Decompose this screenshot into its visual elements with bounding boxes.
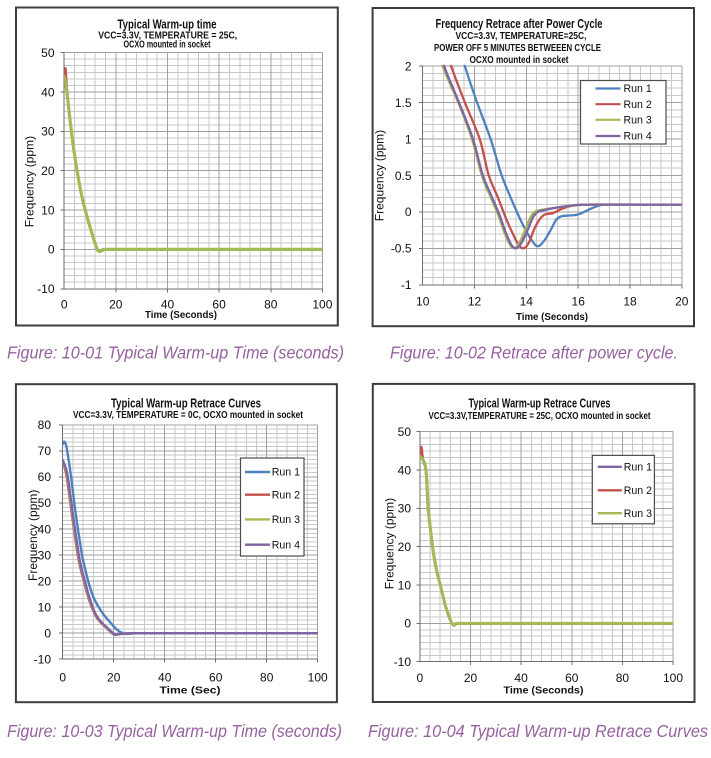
svg-text:20: 20 — [398, 540, 412, 554]
svg-text:Typical Warm-up Retrace Curve: Typical Warm-up Retrace Curves — [111, 397, 261, 411]
svg-text:80: 80 — [616, 671, 630, 685]
svg-text:Figure: 10-03 Typical Warm-up: Figure: 10-03 Typical Warm-up Time (seco… — [7, 721, 342, 741]
svg-text:Typical Warm-up Retrace Curves: Typical Warm-up Retrace Curves — [469, 397, 611, 411]
svg-text:40: 40 — [514, 671, 528, 685]
svg-text:20: 20 — [41, 164, 55, 178]
svg-text:10: 10 — [416, 295, 430, 309]
svg-text:Time (Seconds): Time (Seconds) — [504, 686, 584, 697]
svg-text:18: 18 — [623, 295, 637, 309]
svg-text:70: 70 — [38, 444, 52, 458]
svg-text:20: 20 — [107, 671, 121, 685]
svg-text:16: 16 — [572, 295, 586, 309]
svg-text:40: 40 — [38, 522, 52, 536]
svg-text:60: 60 — [38, 470, 52, 484]
svg-text:VCC=3.3V, TEMPERATURE=25C,: VCC=3.3V, TEMPERATURE=25C, — [456, 31, 587, 42]
svg-text:Frequency (ppm): Frequency (ppm) — [373, 130, 387, 221]
svg-text:40: 40 — [158, 671, 172, 685]
svg-text:12: 12 — [468, 295, 482, 309]
svg-text:-10: -10 — [37, 282, 55, 296]
svg-text:40: 40 — [398, 463, 412, 477]
svg-text:Run 4: Run 4 — [272, 539, 300, 551]
svg-text:50: 50 — [398, 425, 412, 439]
svg-text:Run 3: Run 3 — [624, 508, 652, 520]
svg-text:Frequency (ppm): Frequency (ppm) — [23, 136, 37, 227]
svg-text:10: 10 — [38, 600, 52, 614]
svg-text:100: 100 — [308, 671, 328, 685]
svg-text:Time (Seconds): Time (Seconds) — [145, 310, 217, 321]
svg-text:20: 20 — [38, 574, 52, 588]
svg-text:Frequency (ppm): Frequency (ppm) — [26, 490, 40, 581]
svg-text:1: 1 — [405, 132, 412, 146]
svg-text:30: 30 — [38, 548, 52, 562]
svg-text:POWER OFF 5 MINUTES BETWEEEN C: POWER OFF 5 MINUTES BETWEEEN CYCLE — [434, 43, 601, 54]
svg-text:50: 50 — [38, 496, 52, 510]
svg-text:80: 80 — [264, 298, 278, 312]
svg-text:0.5: 0.5 — [395, 169, 412, 183]
svg-text:Frequency (ppm): Frequency (ppm) — [383, 498, 397, 589]
svg-text:40: 40 — [41, 85, 55, 99]
svg-text:OCXO mounted in socket: OCXO mounted in socket — [470, 55, 570, 66]
svg-text:40: 40 — [161, 298, 175, 312]
svg-text:Run 1: Run 1 — [272, 467, 300, 479]
svg-text:100: 100 — [663, 671, 683, 685]
svg-text:Figure: 10-04 Typical Warm-up: Figure: 10-04 Typical Warm-up Retrace Cu… — [368, 721, 708, 741]
svg-text:100: 100 — [312, 298, 332, 312]
svg-text:50: 50 — [41, 46, 55, 60]
svg-text:Figure: 10-01 Typical Warm-up: Figure: 10-01 Typical Warm-up Time (seco… — [7, 343, 344, 363]
svg-text:VCC=3.3V, TEMPERATURE = 25C,: VCC=3.3V, TEMPERATURE = 25C, — [98, 30, 237, 41]
svg-text:Run 2: Run 2 — [272, 489, 300, 501]
svg-text:Run 1: Run 1 — [624, 83, 652, 95]
svg-text:Frequency Retrace after Power: Frequency Retrace after Power Cycle — [436, 17, 603, 31]
svg-text:0: 0 — [61, 298, 68, 312]
svg-text:Run 1: Run 1 — [624, 462, 652, 474]
svg-text:Run 2: Run 2 — [624, 99, 652, 111]
svg-text:60: 60 — [209, 671, 223, 685]
svg-text:-1: -1 — [401, 278, 412, 292]
svg-text:1.5: 1.5 — [395, 96, 412, 110]
svg-text:Run 4: Run 4 — [624, 131, 652, 143]
svg-text:14: 14 — [520, 295, 534, 309]
svg-text:OCXO mounted in socket: OCXO mounted in socket — [124, 40, 212, 51]
svg-text:Typical Warm-up time: Typical Warm-up time — [118, 18, 217, 32]
svg-text:20: 20 — [464, 671, 478, 685]
svg-text:10: 10 — [398, 578, 412, 592]
svg-text:0: 0 — [44, 627, 51, 641]
svg-text:-0.5: -0.5 — [391, 242, 412, 256]
svg-text:Run 3: Run 3 — [272, 514, 300, 526]
svg-text:Time (Sec): Time (Sec) — [160, 685, 221, 697]
svg-text:10: 10 — [41, 203, 55, 217]
svg-text:60: 60 — [212, 298, 226, 312]
svg-text:Run 3: Run 3 — [624, 115, 652, 127]
svg-text:Figure: 10-02 Retrace after po: Figure: 10-02 Retrace after power cycle. — [390, 343, 678, 363]
svg-text:20: 20 — [109, 298, 123, 312]
svg-text:-10: -10 — [394, 655, 412, 669]
svg-text:80: 80 — [260, 671, 274, 685]
svg-text:2: 2 — [405, 59, 412, 73]
svg-text:0: 0 — [405, 205, 412, 219]
svg-text:0: 0 — [59, 671, 66, 685]
svg-text:0: 0 — [417, 671, 424, 685]
svg-text:-10: -10 — [34, 653, 52, 667]
svg-text:0: 0 — [404, 617, 411, 631]
svg-text:VCC=3.3V, TEMPERATURE = 0C, OC: VCC=3.3V, TEMPERATURE = 0C, OCXO mounted… — [73, 410, 304, 421]
svg-text:30: 30 — [41, 125, 55, 139]
svg-text:Run 2: Run 2 — [624, 485, 652, 497]
svg-text:60: 60 — [565, 671, 579, 685]
svg-text:30: 30 — [398, 502, 412, 516]
svg-text:20: 20 — [675, 295, 689, 309]
svg-text:VCC=3.3V,TEMPERATURE = 25C, OC: VCC=3.3V,TEMPERATURE = 25C, OCXO mounted… — [429, 411, 652, 422]
svg-text:0: 0 — [48, 243, 55, 257]
svg-text:80: 80 — [38, 418, 52, 432]
svg-text:Time (Seconds): Time (Seconds) — [516, 312, 588, 323]
